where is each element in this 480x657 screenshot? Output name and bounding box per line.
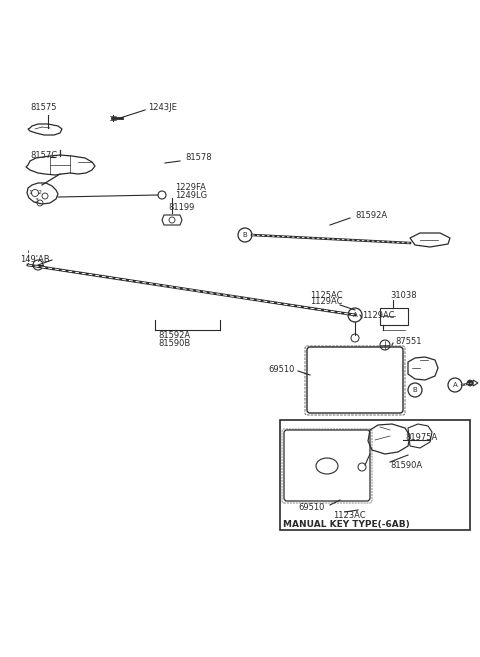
Text: B: B [242, 232, 247, 238]
Text: 81199: 81199 [168, 204, 194, 212]
Text: 1229FA: 1229FA [175, 183, 206, 193]
Text: 1129AC: 1129AC [362, 311, 395, 319]
Text: 81975A: 81975A [405, 432, 437, 442]
Text: MANUAL KEY TYPE(-6AB): MANUAL KEY TYPE(-6AB) [283, 520, 410, 530]
Text: 81590A: 81590A [390, 461, 422, 470]
Text: 1243JE: 1243JE [148, 102, 177, 112]
Text: 81592A: 81592A [158, 330, 190, 340]
Text: 1129AC: 1129AC [310, 298, 343, 307]
Text: 3: 3 [35, 198, 39, 202]
Text: 69510: 69510 [268, 365, 294, 374]
Polygon shape [473, 380, 478, 386]
Circle shape [467, 380, 473, 386]
Text: 1: 1 [28, 189, 32, 194]
Text: 31038: 31038 [390, 290, 417, 300]
Text: A: A [453, 382, 457, 388]
Text: B: B [413, 387, 418, 393]
Text: 81592A: 81592A [355, 210, 387, 219]
Text: 81578: 81578 [185, 154, 212, 162]
Text: 149'AB: 149'AB [20, 256, 49, 265]
Text: 81590B: 81590B [158, 338, 190, 348]
Text: 1125AC: 1125AC [310, 290, 343, 300]
Text: 81575: 81575 [30, 104, 57, 112]
Text: 1249LG: 1249LG [175, 191, 207, 200]
Text: 69510: 69510 [298, 503, 324, 512]
Text: 2: 2 [38, 189, 42, 194]
Text: A: A [353, 312, 358, 318]
Text: 8157C: 8157C [30, 150, 57, 160]
Text: 87551: 87551 [395, 338, 421, 346]
Text: 1123AC: 1123AC [333, 512, 366, 520]
